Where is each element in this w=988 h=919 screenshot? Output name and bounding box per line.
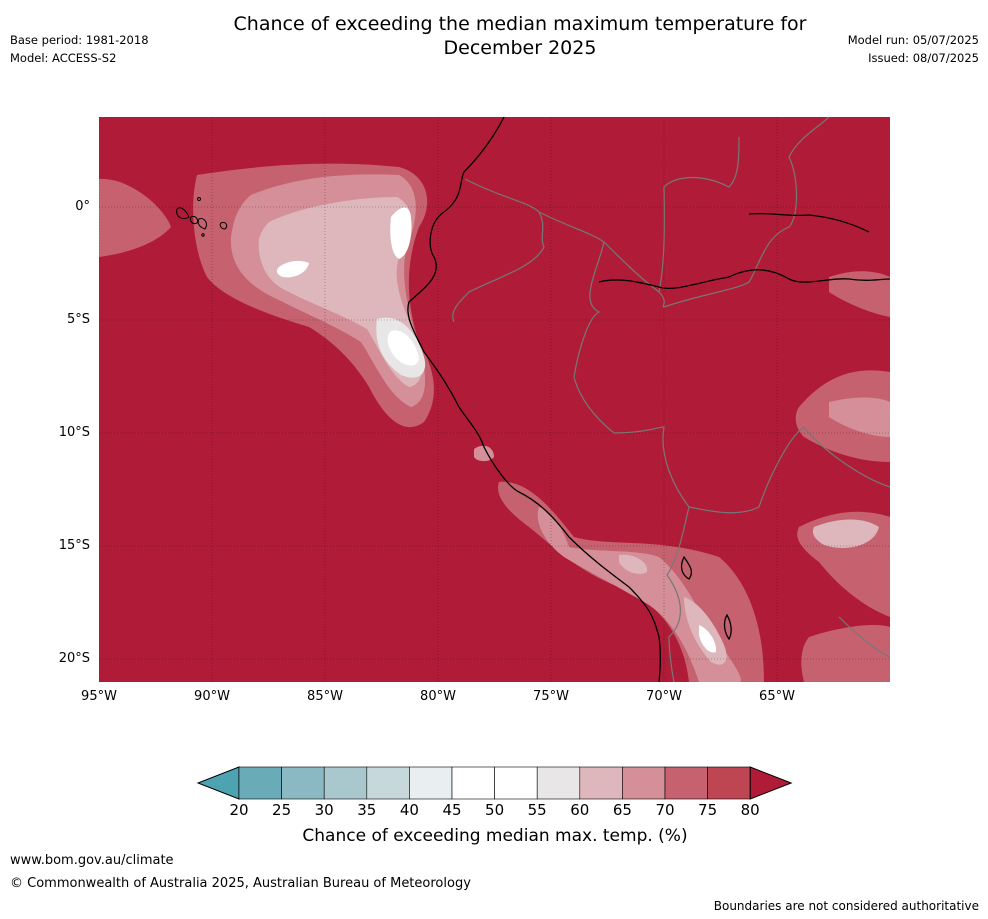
colorbar-tick-label: 70	[655, 801, 675, 819]
meta-left: Base period: 1981-2018 Model: ACCESS-S2	[10, 31, 149, 67]
footer-url[interactable]: www.bom.gov.au/climate	[10, 853, 174, 868]
colorbar-tick-label: 80	[740, 801, 760, 819]
colorbar-tick-label: 55	[527, 801, 547, 819]
base-period: Base period: 1981-2018	[10, 33, 149, 47]
galapagos-islands	[176, 197, 228, 237]
colorbar-tick-label: 45	[442, 801, 462, 819]
colorbar-swatch	[536, 766, 581, 800]
colorbar-tick-label: 50	[485, 801, 505, 819]
coastline	[407, 117, 890, 682]
forecast-map	[99, 117, 890, 682]
lon-label-65w: 65°W	[759, 689, 795, 704]
colorbar-tick-label: 65	[612, 801, 632, 819]
lat-label-10s: 10°S	[58, 425, 90, 440]
colorbar-swatch	[494, 766, 538, 800]
meta-right: Model run: 05/07/2025 Issued: 08/07/2025	[848, 31, 979, 67]
country-borders	[452, 117, 890, 682]
footer-copyright: © Commonwealth of Australia 2025, Austra…	[10, 876, 471, 891]
footer-note: Boundaries are not considered authoritat…	[713, 899, 979, 913]
colorbar-swatch	[323, 766, 368, 800]
lat-label-15s: 15°S	[58, 538, 90, 553]
colorbar-swatch	[579, 766, 623, 800]
colorbar-tick-label: 25	[272, 801, 292, 819]
model-run: Model run: 05/07/2025	[847, 33, 979, 47]
offshore-anomaly-region	[99, 163, 434, 428]
lat-label-0: 0°	[75, 199, 90, 214]
eastern-anomaly-region	[795, 271, 890, 682]
colorbar-swatch	[238, 766, 282, 800]
model-name: Model: ACCESS-S2	[10, 51, 117, 65]
colorbar	[196, 766, 793, 800]
colorbar-swatches	[196, 766, 793, 800]
colorbar-swatch	[622, 766, 666, 800]
colorbar-tick-label: 35	[357, 801, 377, 819]
lon-label-75w: 75°W	[533, 689, 569, 704]
lon-label-90w: 90°W	[194, 689, 230, 704]
colorbar-swatch	[366, 766, 410, 800]
colorbar-tick-label: 30	[314, 801, 334, 819]
colorbar-label: Chance of exceeding median max. temp. (%…	[302, 826, 688, 846]
colorbar-tick-label: 40	[399, 801, 419, 819]
graticule	[99, 117, 890, 682]
colorbar-extend-high	[749, 766, 793, 800]
lat-label-20s: 20°S	[58, 651, 90, 666]
colorbar-extend-low	[196, 766, 240, 800]
colorbar-tick-label: 60	[570, 801, 590, 819]
colorbar-swatch	[451, 766, 495, 800]
issued-date: Issued: 08/07/2025	[868, 51, 979, 65]
lon-label-85w: 85°W	[307, 689, 343, 704]
colorbar-swatch	[409, 766, 453, 800]
map-canvas	[99, 117, 890, 682]
colorbar-swatch	[281, 766, 325, 800]
chart-title: Chance of exceeding the median maximum t…	[233, 13, 807, 59]
lon-label-80w: 80°W	[420, 689, 456, 704]
colorbar-tick-label: 75	[698, 801, 718, 819]
colorbar-tick-label: 20	[229, 801, 249, 819]
lon-label-95w: 95°W	[81, 689, 117, 704]
colorbar-swatch	[664, 766, 708, 800]
lon-label-70w: 70°W	[646, 689, 682, 704]
colorbar-swatch	[707, 766, 751, 800]
lat-label-5s: 5°S	[66, 312, 90, 327]
